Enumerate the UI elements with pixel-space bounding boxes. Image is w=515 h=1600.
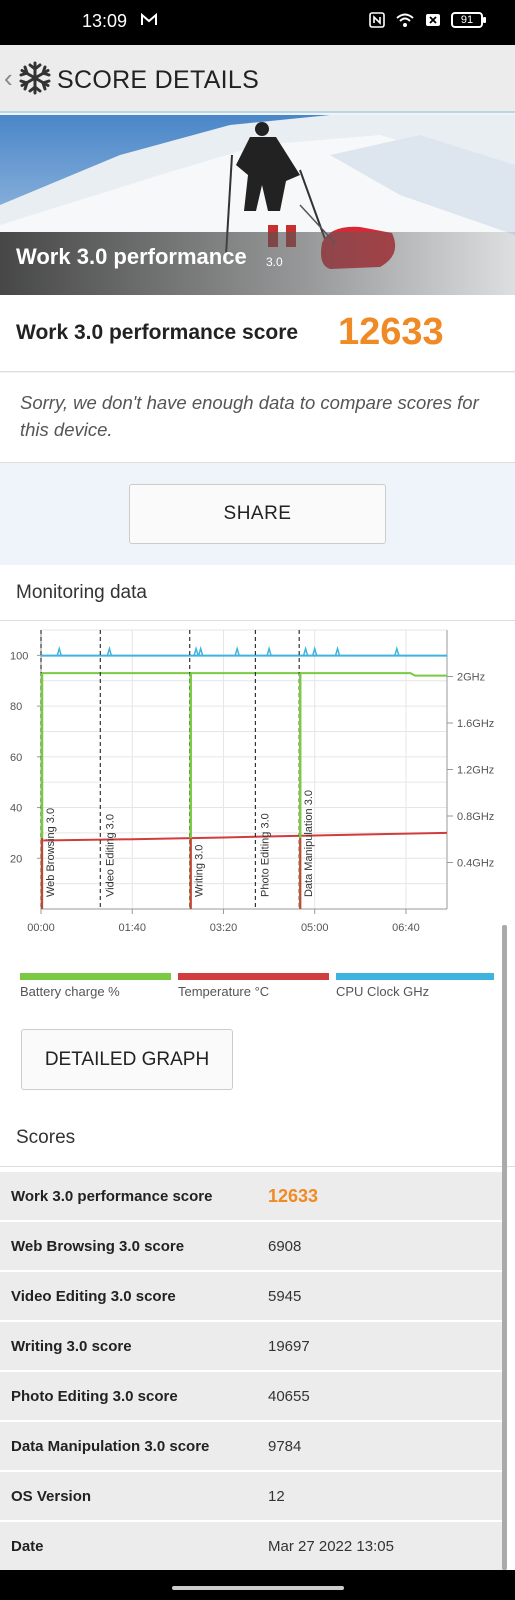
mail-icon bbox=[141, 13, 157, 25]
series-line-battery bbox=[41, 672, 447, 677]
series-point-cpu bbox=[234, 645, 240, 656]
legend-temperature-label: Temperature °C bbox=[178, 984, 270, 999]
x-tick-label: 05:00 bbox=[301, 922, 329, 934]
series-point-cpu bbox=[302, 645, 309, 656]
score-row: Date Mar 27 2022 13:05 bbox=[0, 1522, 505, 1572]
score-row-value: 9784 bbox=[268, 1438, 302, 1455]
score-row-value: 5945 bbox=[268, 1288, 302, 1305]
score-label: Work 3.0 performance score bbox=[16, 321, 299, 344]
score-row: Photo Editing 3.0 score 40655 bbox=[0, 1372, 505, 1422]
monitoring-title: Monitoring data bbox=[16, 582, 147, 603]
monitoring-section: Monitoring data 100 80 60 40 20 2GHz 1.6GHz 1.2… bbox=[0, 565, 515, 1600]
monitoring-header: Monitoring data bbox=[0, 565, 515, 621]
scrollbar[interactable] bbox=[502, 925, 507, 1570]
legend-battery-swatch bbox=[20, 973, 171, 980]
score-row-value: Mar 27 2022 13:05 bbox=[268, 1538, 394, 1555]
series-point-cpu bbox=[266, 645, 272, 656]
series-point-cpu bbox=[394, 645, 400, 656]
y-right-tick-label: 0.8GHz bbox=[457, 811, 494, 823]
x-tick-label: 03:20 bbox=[210, 922, 238, 934]
phase-label: Data Manipulation 3.0 bbox=[303, 790, 315, 897]
legend-temperature-swatch bbox=[178, 973, 329, 980]
battery-icon: 91 bbox=[451, 12, 486, 28]
x-tick-label: 01:40 bbox=[118, 922, 146, 934]
y-right-tick-label: 2GHz bbox=[457, 672, 485, 684]
score-row: Data Manipulation 3.0 score 9784 bbox=[0, 1422, 505, 1472]
y-right-tick-label: 1.6GHz bbox=[457, 718, 494, 730]
series-point-cpu bbox=[106, 645, 113, 656]
scores-title: Scores bbox=[16, 1127, 76, 1148]
y-right-tick-label: 1.2GHz bbox=[457, 765, 494, 777]
detailed-graph-button[interactable]: DETAILED GRAPH bbox=[21, 1029, 233, 1090]
chart-legend: Battery charge % Temperature °C CPU Cloc… bbox=[0, 973, 515, 1013]
legend-battery-label: Battery charge % bbox=[20, 984, 120, 999]
legend-battery: Battery charge % bbox=[20, 973, 171, 999]
status-bar: 13:09 91 bbox=[0, 0, 515, 45]
score-row-value: 12 bbox=[268, 1488, 285, 1505]
series-point-cpu bbox=[56, 645, 62, 656]
score-row: Work 3.0 performance score 12633 bbox=[0, 1172, 505, 1222]
snowflake-icon bbox=[19, 61, 51, 95]
phase-label: Web Browsing 3.0 bbox=[45, 808, 57, 897]
score-row-label: Video Editing 3.0 score bbox=[11, 1288, 176, 1305]
x-tick-label: 06:40 bbox=[392, 922, 420, 934]
score-row-value: 12633 bbox=[268, 1186, 319, 1206]
hero-overlay bbox=[0, 232, 515, 295]
y-left-tick-label: 100 bbox=[10, 650, 28, 662]
y-left-tick-label: 20 bbox=[10, 853, 22, 865]
y-left-tick-label: 60 bbox=[10, 752, 22, 764]
score-row: OS Version 12 bbox=[0, 1472, 505, 1522]
x-tick-label: 00:00 bbox=[27, 922, 55, 934]
phase-label: Photo Editing 3.0 bbox=[259, 813, 271, 897]
y-left-tick-label: 40 bbox=[10, 803, 22, 815]
score-row-label: Writing 3.0 score bbox=[11, 1338, 132, 1355]
score-row-value: 19697 bbox=[268, 1338, 310, 1355]
series-point-cpu bbox=[193, 645, 199, 656]
app-header: ‹ SCORE DETAILS bbox=[0, 45, 515, 113]
compare-card: Sorry, we don't have enough data to comp… bbox=[0, 373, 515, 463]
hero-image: Work 3.0 performance 3.0 bbox=[0, 115, 515, 295]
no-sim-icon bbox=[426, 14, 440, 26]
legend-cpu-swatch bbox=[336, 973, 494, 980]
legend-cpu-label: CPU Clock GHz bbox=[336, 984, 430, 999]
hero-title: Work 3.0 performance bbox=[16, 244, 247, 269]
scores-table: Work 3.0 performance score 12633 Web Brows… bbox=[0, 1172, 505, 1572]
hero-version: 3.0 bbox=[266, 255, 283, 269]
home-handle[interactable] bbox=[172, 1586, 344, 1590]
status-time: 13:09 bbox=[82, 11, 128, 31]
navigation-bar bbox=[0, 1570, 515, 1600]
score-row-label: Web Browsing 3.0 score bbox=[11, 1238, 185, 1255]
series-point-cpu bbox=[197, 645, 204, 656]
y-right-tick-label: 0.4GHz bbox=[457, 858, 494, 870]
score-row-label: Date bbox=[11, 1538, 44, 1555]
back-icon[interactable]: ‹ bbox=[4, 63, 13, 93]
score-row-label: Work 3.0 performance score bbox=[11, 1188, 213, 1205]
score-row: Video Editing 3.0 score 5945 bbox=[0, 1272, 505, 1322]
compare-message: Sorry, we don't have enough data to comp… bbox=[20, 392, 479, 440]
phase-label: Writing 3.0 bbox=[194, 845, 206, 897]
share-button[interactable]: SHARE bbox=[129, 484, 386, 544]
y-left-tick-label: 80 bbox=[10, 701, 22, 713]
score-row-label: OS Version bbox=[11, 1488, 92, 1505]
score-row: Writing 3.0 score 19697 bbox=[0, 1322, 505, 1372]
series-point-cpu bbox=[334, 645, 341, 656]
page-title: SCORE DETAILS bbox=[57, 66, 260, 94]
wifi-icon bbox=[396, 13, 414, 27]
series-line-temperature bbox=[40, 831, 448, 842]
monitoring-chart: 100 80 60 40 20 2GHz 1.6GHz 1.2GHz 0.8GHz 0.4GHz 0… bbox=[10, 629, 494, 934]
score-row: Web Browsing 3.0 score 6908 bbox=[0, 1222, 505, 1272]
phase-label: Video Editing 3.0 bbox=[104, 814, 116, 897]
legend-temperature: Temperature °C bbox=[178, 973, 329, 999]
score-value: 12633 bbox=[338, 311, 444, 353]
score-row-label: Data Manipulation 3.0 score bbox=[11, 1438, 210, 1455]
legend-cpu: CPU Clock GHz bbox=[336, 973, 494, 999]
score-card: Work 3.0 performance score 12633 bbox=[0, 295, 515, 372]
score-row-label: Photo Editing 3.0 score bbox=[11, 1388, 178, 1405]
score-row-value: 40655 bbox=[268, 1388, 310, 1405]
scores-divider bbox=[0, 1166, 515, 1167]
series-point-cpu bbox=[311, 645, 318, 656]
score-row-value: 6908 bbox=[268, 1238, 302, 1255]
nfc-icon bbox=[369, 12, 385, 28]
